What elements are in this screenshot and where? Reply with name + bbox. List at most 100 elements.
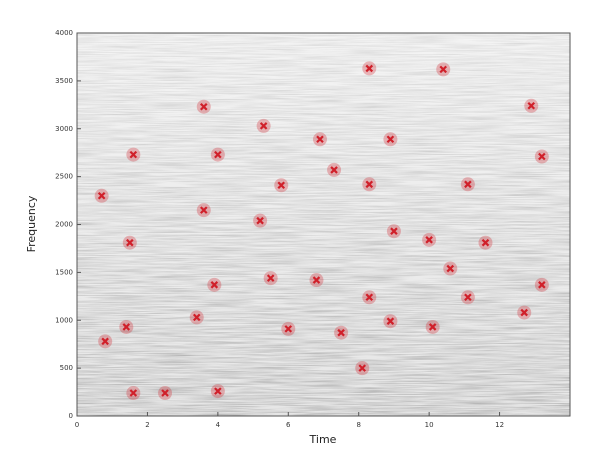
- marker: [334, 325, 349, 340]
- marker: [534, 277, 549, 292]
- marker-cross: [284, 325, 293, 333]
- marker-cross: [446, 264, 455, 273]
- marker-cross: [425, 236, 433, 244]
- marker: [362, 290, 377, 305]
- marker-cross: [464, 180, 472, 189]
- marker-cross: [129, 150, 138, 159]
- marker: [158, 386, 173, 401]
- marker: [281, 321, 296, 336]
- marker-cross: [259, 122, 268, 130]
- marker: [460, 290, 475, 305]
- marker: [189, 310, 204, 325]
- marker: [253, 213, 268, 228]
- marker-cross: [316, 135, 324, 144]
- marker: [422, 232, 437, 247]
- y-tick-label: 2500: [55, 173, 73, 181]
- marker: [196, 203, 211, 218]
- marker: [362, 61, 377, 76]
- y-tick-label: 3000: [55, 125, 73, 133]
- x-tick-label: 12: [495, 421, 504, 429]
- x-tick-label: 0: [75, 421, 79, 429]
- marker: [478, 235, 493, 250]
- x-tick-label: 2: [145, 421, 149, 429]
- marker-cross: [365, 180, 374, 189]
- marker-cross: [214, 387, 222, 395]
- marker-cross: [199, 206, 208, 214]
- marker: [122, 235, 137, 250]
- marker-cross: [337, 328, 345, 337]
- marker-cross: [214, 150, 222, 159]
- y-axis-label: Frequency: [25, 195, 38, 252]
- marker-cross: [199, 102, 208, 111]
- marker-cross: [538, 281, 546, 289]
- marker: [355, 361, 370, 376]
- marker: [425, 319, 440, 334]
- marker-cross: [126, 238, 134, 247]
- marker: [436, 62, 451, 77]
- marker-cross: [210, 281, 219, 289]
- y-tick-label: 1000: [55, 316, 73, 324]
- marker-cross: [97, 191, 106, 200]
- marker: [98, 334, 113, 349]
- marker-cross: [358, 364, 367, 372]
- marker: [362, 177, 377, 192]
- marker: [534, 149, 549, 164]
- marker: [126, 147, 141, 162]
- x-tick-label: 8: [356, 421, 360, 429]
- marker-cross: [161, 389, 169, 397]
- marker: [207, 277, 222, 292]
- marker: [386, 224, 401, 239]
- marker-cross: [277, 181, 286, 190]
- marker: [327, 162, 342, 177]
- marker: [443, 261, 458, 276]
- marker-cross: [266, 274, 275, 282]
- y-tick-label: 1500: [55, 268, 73, 276]
- y-tick-label: 3500: [55, 77, 73, 85]
- marker: [383, 132, 398, 147]
- marker-cross: [365, 64, 374, 73]
- marker-cross: [390, 227, 398, 235]
- marker-cross: [439, 65, 448, 74]
- marker: [517, 305, 532, 320]
- y-tick-label: 500: [60, 364, 73, 372]
- marker: [312, 132, 327, 147]
- marker-cross: [527, 101, 536, 110]
- spectrogram: [76, 32, 571, 417]
- marker-cross: [129, 389, 138, 397]
- marker-cross: [122, 323, 131, 331]
- y-tick-label: 0: [69, 412, 73, 420]
- marker: [263, 271, 278, 286]
- marker-cross: [192, 313, 201, 322]
- marker: [119, 319, 134, 334]
- marker-cross: [312, 276, 321, 284]
- marker-cross: [481, 238, 490, 247]
- marker-cross: [464, 293, 472, 302]
- marker-cross: [520, 308, 528, 317]
- marker: [309, 273, 324, 288]
- marker: [460, 177, 475, 192]
- y-tick-label: 2000: [55, 221, 73, 229]
- marker-cross: [365, 293, 374, 302]
- marker: [126, 386, 141, 401]
- x-tick-label: 6: [286, 421, 291, 429]
- marker: [524, 98, 539, 113]
- y-tick-label: 4000: [55, 29, 73, 37]
- marker-cross: [256, 216, 264, 225]
- marker-cross: [330, 166, 338, 174]
- marker-cross: [428, 323, 437, 331]
- marker-cross: [538, 152, 546, 161]
- marker: [94, 188, 109, 203]
- marker: [383, 314, 398, 329]
- marker-cross: [386, 135, 395, 144]
- x-axis-label: Time: [309, 433, 337, 446]
- marker: [274, 178, 289, 193]
- marker: [210, 384, 225, 399]
- marker-cross: [386, 317, 395, 325]
- marker: [196, 99, 211, 114]
- spectrogram-fade: [77, 33, 570, 416]
- x-tick-label: 10: [425, 421, 434, 429]
- marker: [256, 118, 271, 133]
- x-tick-label: 4: [216, 421, 221, 429]
- marker-cross: [101, 337, 109, 346]
